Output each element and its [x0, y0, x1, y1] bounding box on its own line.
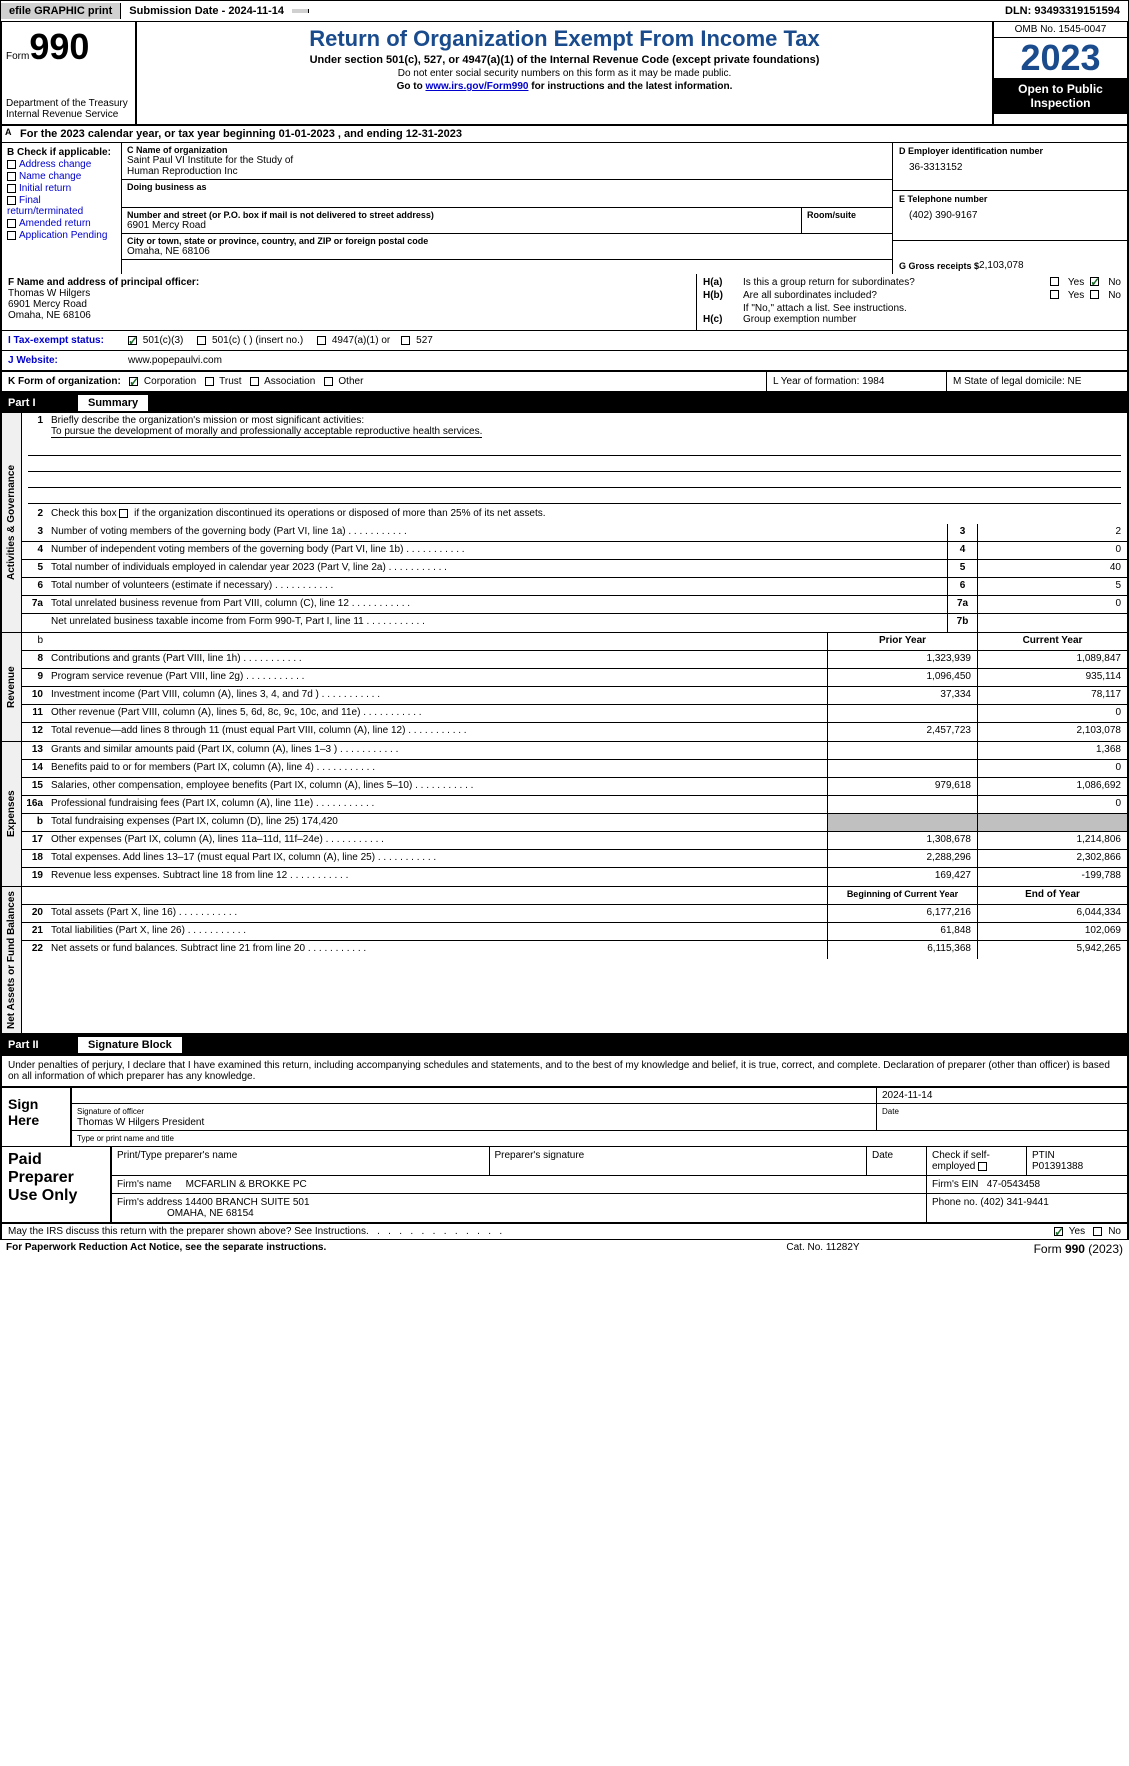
h-a-no[interactable]	[1090, 277, 1099, 286]
row-k: K Form of organization: Corporation Trus…	[0, 372, 1129, 393]
street-address: 6901 Mercy Road	[127, 220, 796, 231]
part-ii-header: Part II Signature Block	[0, 1035, 1129, 1055]
section-d-e-g: D Employer identification number 36-3313…	[892, 143, 1127, 274]
section-h: H(a) Is this a group return for subordin…	[697, 274, 1127, 330]
state-domicile: M State of legal domicile: NE	[947, 372, 1127, 391]
net-line-21: 21Total liabilities (Part X, line 26) 61…	[22, 923, 1127, 941]
rev-line-11: 11Other revenue (Part VIII, column (A), …	[22, 705, 1127, 723]
perjury-declaration: Under penalties of perjury, I declare th…	[0, 1055, 1129, 1088]
chk-address-change[interactable]: Address change	[19, 159, 91, 170]
row-i-tax-status: I Tax-exempt status: 501(c)(3) 501(c) ( …	[0, 331, 1129, 351]
chk-501c3[interactable]	[128, 336, 137, 345]
rev-line-12: 12Total revenue—add lines 8 through 11 (…	[22, 723, 1127, 741]
gross-receipts: 2,103,078	[979, 260, 1024, 271]
exp-line-16a: 16aProfessional fundraising fees (Part I…	[22, 796, 1127, 814]
chk-initial-return[interactable]: Initial return	[19, 183, 71, 194]
chk-corporation[interactable]	[129, 377, 138, 386]
chk-final-return[interactable]: Final return/terminated	[7, 195, 83, 217]
discuss-with-preparer: May the IRS discuss this return with the…	[0, 1224, 1129, 1240]
discuss-yes[interactable]	[1054, 1227, 1063, 1236]
firm-phone: (402) 341-9441	[980, 1197, 1048, 1208]
net-line-22: 22Net assets or fund balances. Subtract …	[22, 941, 1127, 959]
gov-line-6: 6Total number of volunteers (estimate if…	[22, 578, 1127, 596]
section-b-checkboxes: B Check if applicable: Address change Na…	[2, 143, 122, 274]
ein: 36-3313152	[909, 162, 1121, 173]
submission-date: Submission Date - 2024-11-14	[121, 3, 292, 19]
dept-treasury: Department of the Treasury Internal Reve…	[6, 98, 131, 120]
vtab-expenses: Expenses	[2, 742, 22, 886]
paid-preparer-block: Paid Preparer Use Only Print/Type prepar…	[0, 1147, 1129, 1224]
org-name: Saint Paul VI Institute for the Study of…	[127, 155, 887, 177]
sign-here-block: Sign Here 2024-11-14 Signature of office…	[0, 1088, 1129, 1147]
chk-amended[interactable]: Amended return	[19, 218, 91, 229]
form-label: Form	[6, 51, 29, 62]
gov-line-2: 2Check this box if the organization disc…	[22, 506, 1127, 524]
net-line-20: 20Total assets (Part X, line 16) 6,177,2…	[22, 905, 1127, 923]
ptin: P01391388	[1032, 1161, 1083, 1172]
rev-line-10: 10Investment income (Part VIII, column (…	[22, 687, 1127, 705]
form-title: Return of Organization Exempt From Incom…	[145, 26, 984, 52]
firm-address: 14400 BRANCH SUITE 501	[185, 1197, 310, 1208]
form-subtitle: Under section 501(c), 527, or 4947(a)(1)…	[145, 54, 984, 66]
gov-line-4: 4Number of independent voting members of…	[22, 542, 1127, 560]
section-a: A For the 2023 calendar year, or tax yea…	[0, 126, 1129, 143]
gov-line-7a: 7aTotal unrelated business revenue from …	[22, 596, 1127, 614]
telephone: (402) 390-9167	[909, 210, 1121, 221]
exp-line-13: 13Grants and similar amounts paid (Part …	[22, 742, 1127, 760]
vtab-revenue: Revenue	[2, 633, 22, 741]
mission-text: To pursue the development of morally and…	[51, 426, 482, 438]
exp-line-18: 18Total expenses. Add lines 13–17 (must …	[22, 850, 1127, 868]
rev-line-9: 9Program service revenue (Part VIII, lin…	[22, 669, 1127, 687]
vtab-governance: Activities & Governance	[2, 413, 22, 632]
website-url: www.popepaulvi.com	[122, 351, 1127, 370]
irs-url[interactable]: www.irs.gov/Form990	[425, 81, 528, 92]
tax-year: 2023	[994, 38, 1127, 78]
form-header: Form 990 Department of the Treasury Inte…	[0, 22, 1129, 126]
topbar: efile GRAPHIC print Submission Date - 20…	[0, 0, 1129, 22]
open-to-public: Open to Public Inspection	[994, 78, 1127, 114]
officer-name: Thomas W Hilgers	[8, 288, 90, 299]
exp-line-b: bTotal fundraising expenses (Part IX, co…	[22, 814, 1127, 832]
form-990-number: 990	[29, 26, 89, 68]
omb-number: OMB No. 1545-0047	[994, 22, 1127, 38]
vtab-net-assets: Net Assets or Fund Balances	[2, 887, 22, 1033]
ssn-note: Do not enter social security numbers on …	[145, 68, 984, 79]
dln: DLN: 93493319151594	[997, 3, 1128, 19]
firm-ein: 47-0543458	[987, 1179, 1040, 1190]
rev-line-8: 8Contributions and grants (Part VIII, li…	[22, 651, 1127, 669]
efile-print-button[interactable]: efile GRAPHIC print	[1, 3, 121, 19]
part-i-header: Part I Summary	[0, 393, 1129, 413]
officer-signature: Thomas W Hilgers President	[77, 1117, 204, 1128]
exp-line-19: 19Revenue less expenses. Subtract line 1…	[22, 868, 1127, 886]
gov-line-5: 5Total number of individuals employed in…	[22, 560, 1127, 578]
row-j-label: J Website:	[2, 351, 122, 370]
section-c: C Name of organization Saint Paul VI Ins…	[122, 143, 892, 274]
exp-line-15: 15Salaries, other compensation, employee…	[22, 778, 1127, 796]
section-f: F Name and address of principal officer:…	[2, 274, 697, 330]
chk-app-pending[interactable]: Application Pending	[19, 230, 107, 241]
goto-link: Go to www.irs.gov/Form990 for instructio…	[145, 81, 984, 92]
exp-line-14: 14Benefits paid to or for members (Part …	[22, 760, 1127, 778]
gov-line-3: 3Number of voting members of the governi…	[22, 524, 1127, 542]
year-formation: L Year of formation: 1984	[767, 372, 947, 391]
page-footer: For Paperwork Reduction Act Notice, see …	[0, 1240, 1129, 1258]
gov-line-: Net unrelated business taxable income fr…	[22, 614, 1127, 632]
exp-line-17: 17Other expenses (Part IX, column (A), l…	[22, 832, 1127, 850]
chk-name-change[interactable]: Name change	[19, 171, 81, 182]
firm-name: MCFARLIN & BROKKE PC	[186, 1179, 307, 1190]
city-state-zip: Omaha, NE 68106	[127, 246, 887, 257]
